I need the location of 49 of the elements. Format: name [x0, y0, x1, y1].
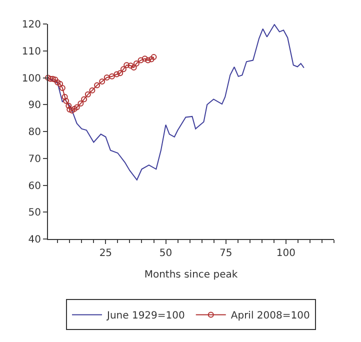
x-tick-label: 50	[159, 248, 172, 259]
y-tick-label: 80	[28, 127, 41, 138]
x-tick-label: 100	[276, 248, 296, 259]
point	[59, 84, 66, 91]
point	[62, 94, 68, 100]
y-tick-label: 90	[28, 100, 41, 112]
point	[108, 73, 115, 80]
point	[57, 80, 64, 87]
point	[133, 60, 140, 67]
x-axis-title: Months since peak	[144, 270, 238, 280]
y-tick-label: 50	[28, 208, 41, 219]
point	[74, 104, 80, 110]
point	[63, 98, 70, 104]
point	[89, 87, 96, 94]
point	[104, 74, 110, 80]
y-tick-label: 100	[22, 73, 41, 84]
point	[69, 108, 76, 114]
y-tick-label: 70	[28, 154, 41, 165]
point	[130, 64, 137, 71]
point	[84, 91, 91, 98]
point	[54, 79, 61, 86]
point	[144, 57, 151, 64]
point	[120, 66, 126, 72]
point	[117, 70, 124, 76]
y-tick-label: 40	[28, 234, 41, 246]
y-tick-label: 110	[22, 46, 41, 58]
point	[71, 106, 78, 112]
point	[94, 82, 100, 88]
point	[99, 78, 106, 85]
point	[128, 62, 134, 69]
point	[81, 96, 88, 102]
x-tick-label: 75	[219, 248, 232, 259]
point	[138, 57, 144, 64]
point	[114, 71, 120, 78]
point	[52, 76, 58, 83]
point	[45, 74, 51, 81]
x-tick-label: 25	[99, 248, 112, 259]
point	[50, 76, 56, 82]
point	[124, 62, 130, 68]
legend-label: June 1929=100	[106, 310, 185, 322]
y-tick-label: 60	[28, 180, 41, 192]
legend-label: April 2008=100	[230, 310, 310, 322]
point	[66, 106, 73, 112]
point	[148, 56, 154, 62]
point	[66, 102, 72, 109]
point	[150, 54, 157, 60]
y-tick-label: 120	[22, 20, 41, 30]
point	[142, 56, 148, 62]
point	[78, 100, 84, 107]
